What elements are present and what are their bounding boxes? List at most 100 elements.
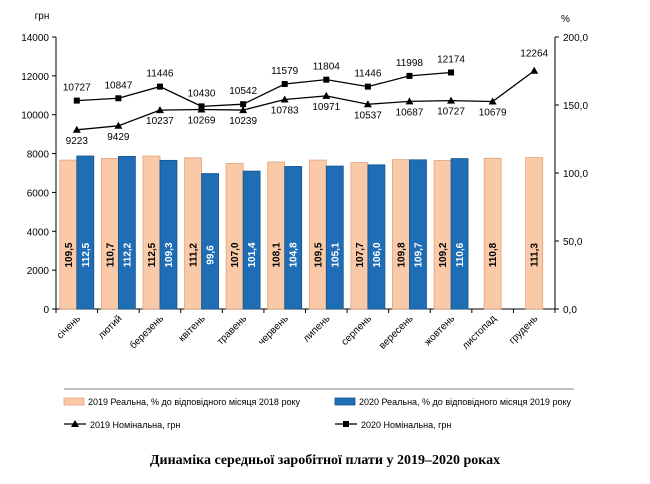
bar-2020-data-label: 106,0 [372,242,383,267]
line-2020-data-label: 11804 [313,62,341,73]
bar-2019-real [267,161,286,310]
bar-2020-real [409,159,427,310]
line-2020-point [448,69,455,76]
x-category-label: лютий [96,313,124,341]
line-2019-point [488,97,497,105]
bar-2020-real [284,166,303,310]
bar-2019-real [100,158,119,310]
bar-2020-real [242,170,261,310]
x-category-label: січень [55,313,83,341]
line-2019-data-label: 10239 [229,116,257,127]
line-2019-data-label: 12264 [520,49,548,60]
line-2019-point [530,66,539,74]
left-tick-label: 0 [43,305,49,316]
bar-2019-real [392,159,410,310]
legend-label-2019-real: 2019 Реальна, % до відповідного місяця 2… [88,397,300,407]
x-category-label: жовтень [422,313,457,348]
left-tick-label: 10000 [21,111,49,122]
bar-2019-real [483,157,502,310]
line-2020-point [323,76,330,83]
x-category-label: листопад [460,313,498,351]
line-2020-data-label: 10727 [63,83,91,94]
line-2019-data-label: 10679 [479,108,507,119]
left-tick-label: 6000 [27,188,50,199]
left-tick-label: 4000 [27,227,50,238]
bar-2020-real [76,155,95,310]
line-2019-data-label: 10537 [354,110,382,121]
line-2019-point [322,91,331,99]
line-2019-point [405,97,414,105]
line-2019-point [363,100,372,108]
line-2020-point [156,83,163,90]
line-2019-data-label: 9223 [66,136,89,147]
line-2020-point [406,72,413,79]
line-2020-data-label: 11998 [396,58,424,69]
legend-swatch-2020-real [334,397,356,406]
line-2019-point [155,106,164,114]
line-2020-data-label: 10430 [188,88,216,99]
bar-2020-data-label: 110,6 [455,242,466,267]
bar-2019-data-label: 112,5 [147,242,158,267]
legend-label-2020-nominal: 2020 Номінальна, грн [361,420,451,430]
bar-2019-data-label: 109,5 [313,242,324,267]
line-2019-data-label: 10783 [271,106,299,117]
right-tick-label: 50,0 [563,237,583,248]
line-2020-nominal [76,71,452,108]
chart-title: Динаміка середньої заробітної плати у 20… [149,453,501,468]
x-category-label: березень [127,313,166,352]
bar-2019-real [142,155,161,310]
line-2020-data-label: 11446 [354,69,382,80]
line-2020-point [73,97,80,104]
bar-2019-real [184,157,202,310]
x-category-label: червень [256,313,291,348]
bar-2020-data-label: 99,6 [206,245,217,265]
bar-2020-data-label: 109,3 [164,242,175,267]
bar-2020-real [159,159,178,310]
line-2020-data-label: 11579 [271,66,299,77]
chart-canvas: 0 2000 4000 6000 8000 10000 12000 14000 0,0 50,0 1… [21,11,588,430]
bar-2020-data-label: 105,1 [330,242,341,267]
bar-2020-data-label: 112,2 [122,242,133,267]
legend-swatch-2019-real [63,397,85,406]
bar-2019-data-label: 109,5 [64,242,75,267]
line-2020-data-label: 10542 [229,86,257,97]
line-2020-point [198,103,205,110]
line-2019-point [239,106,248,114]
line-2020-point [115,95,122,102]
x-category-label: грудень [507,313,540,346]
left-tick-label: 14000 [21,33,49,44]
bar-2020-real [325,165,344,310]
bar-2020-data-label: 112,5 [81,242,92,267]
line-2019-data-label: 10687 [396,107,424,118]
line-2020-point [364,83,371,90]
legend-label-2020-real: 2020 Реальна, % до відповідного місяця 2… [359,397,571,407]
x-category-label: квітень [177,313,208,344]
bar-2019-data-label: 109,8 [396,242,407,267]
legend-marker-2020-nominal [343,421,349,427]
line-2019-data-label: 10971 [312,102,340,113]
line-2020-data-label: 11446 [146,69,174,80]
line-2020-point [281,81,288,88]
right-tick-label: 200,0 [563,33,588,44]
bar-2019-real [308,159,327,310]
bar-2019-real [433,160,452,310]
left-tick-label: 2000 [27,266,50,277]
bar-2019-data-label: 107,0 [230,242,241,267]
line-2019-nominal [76,70,535,131]
left-tick-label: 12000 [21,72,49,83]
line-2019-data-label: 10237 [146,116,174,127]
bar-2020-data-label: 104,8 [289,242,300,267]
line-2019-point [72,125,81,133]
line-2019-point [280,95,289,103]
line-2019-data-label: 9429 [107,132,130,143]
bar-2019-data-label: 111,3 [530,243,541,267]
bar-2019-data-label: 107,7 [355,242,366,267]
legend-marker-2019-nominal [71,420,79,427]
x-category-label: серпень [339,313,374,348]
bar-2020-real [201,173,219,310]
bar-2019-real [225,163,244,310]
right-tick-label: 150,0 [563,101,588,112]
bar-2019-real [59,159,78,310]
line-2020-data-label: 10847 [104,80,132,91]
legend-label-2019-nominal: 2019 Номінальна, грн [90,420,180,430]
